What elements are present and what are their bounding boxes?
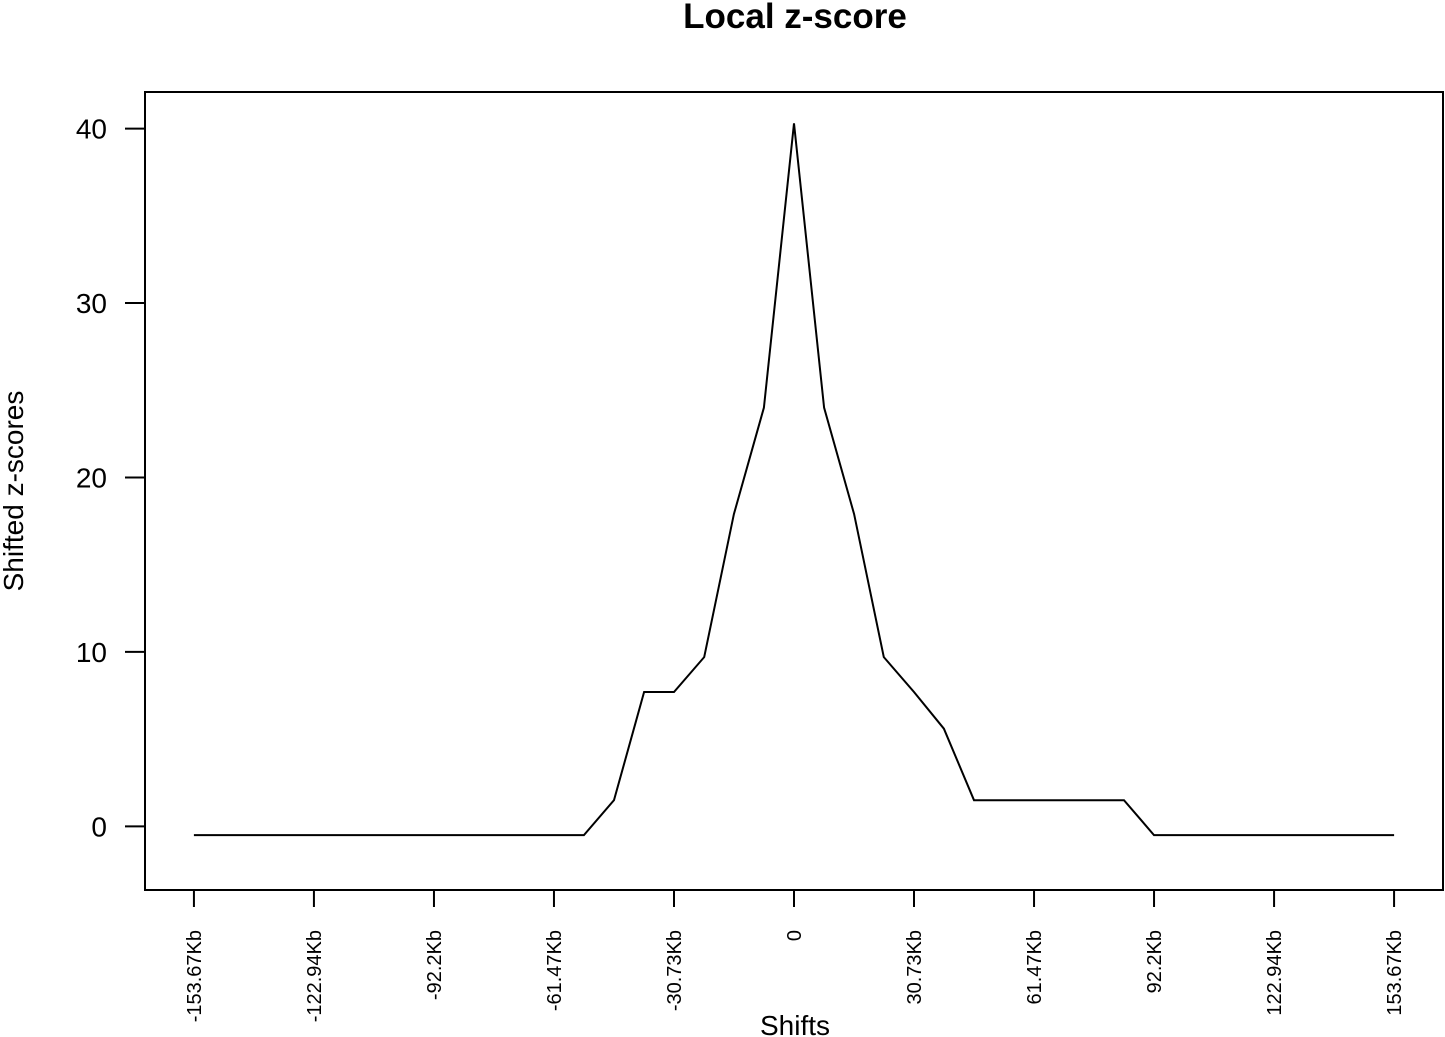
- x-tick-label: 92.2Kb: [1144, 930, 1166, 993]
- y-tick-label: 0: [91, 811, 107, 842]
- x-tick-label: 122.94Kb: [1264, 930, 1286, 1016]
- x-tick-label: 0: [784, 930, 806, 941]
- x-axis-title: Shifts: [760, 1010, 830, 1037]
- x-tick-label: 61.47Kb: [1024, 930, 1046, 1005]
- plot-frame: [144, 91, 1444, 891]
- y-tick-label: 40: [76, 114, 107, 145]
- x-tick-label: -122.94Kb: [304, 930, 326, 1022]
- y-axis: 0 10 20 30 40: [76, 114, 145, 842]
- x-axis: -153.67Kb -122.94Kb -92.2Kb -61.47Kb -30.73K…: [184, 890, 1406, 1022]
- x-tick-label: -30.73Kb: [664, 930, 686, 1011]
- y-axis-title: Shifted z-scores: [0, 391, 29, 592]
- x-tick-label: 153.67Kb: [1384, 930, 1406, 1016]
- y-tick-label: 30: [76, 288, 107, 319]
- x-tick-label: 30.73Kb: [904, 930, 926, 1005]
- x-tick-label: -92.2Kb: [424, 930, 446, 1000]
- y-tick-label: 10: [76, 637, 107, 668]
- y-tick-label: 20: [76, 462, 107, 493]
- x-tick-label: -153.67Kb: [184, 930, 206, 1022]
- x-tick-label: -61.47Kb: [544, 930, 566, 1011]
- z-score-line: [193, 123, 1395, 837]
- chart-title: Local z-score: [683, 0, 907, 36]
